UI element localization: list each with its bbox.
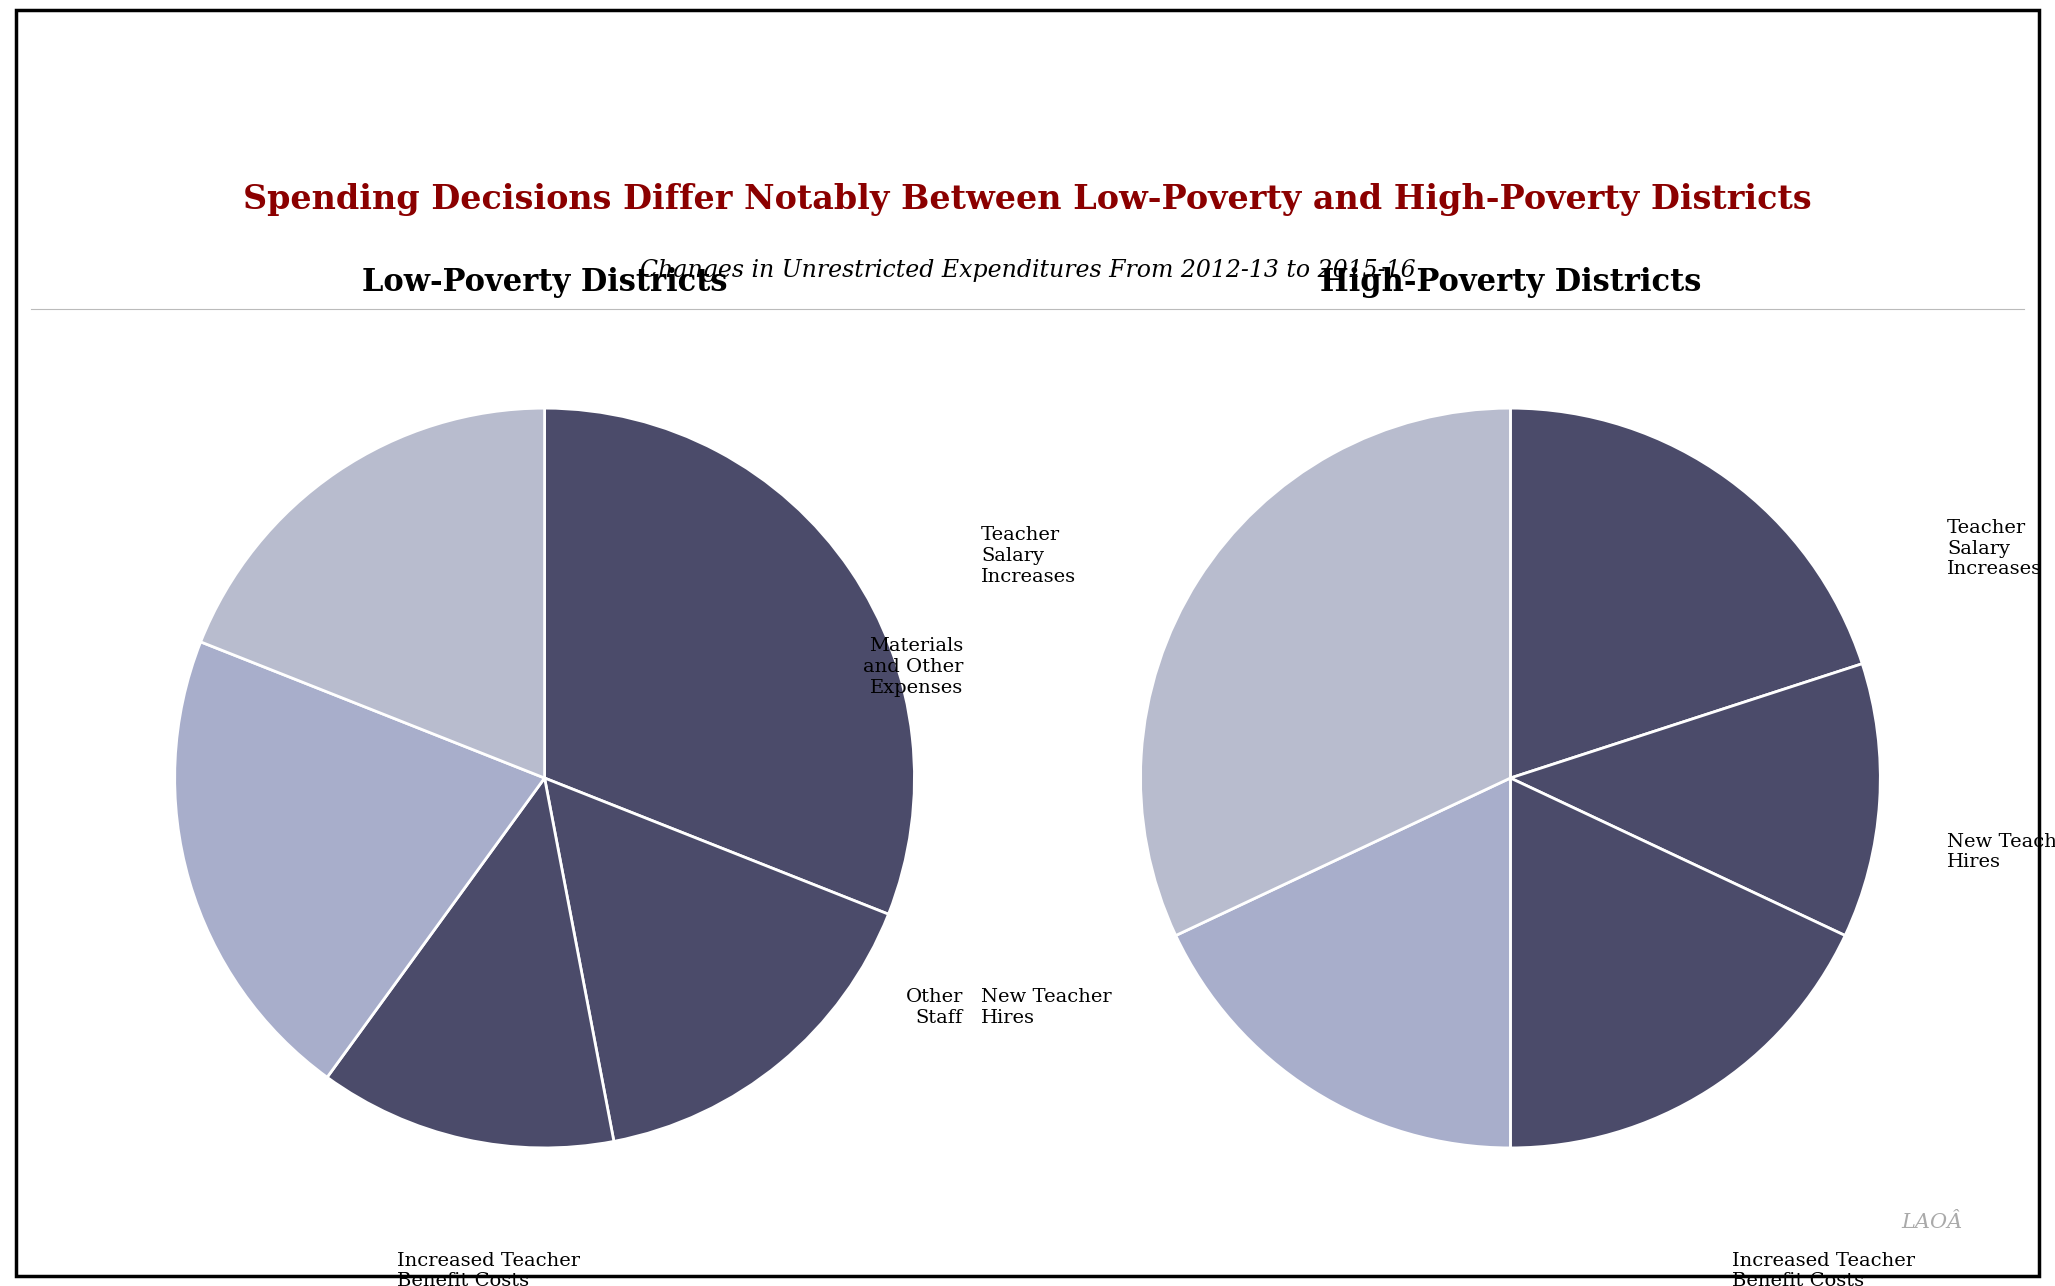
Text: Figure 16: Figure 16: [88, 60, 230, 87]
Wedge shape: [1510, 408, 1862, 778]
Wedge shape: [1510, 778, 1845, 1148]
Wedge shape: [1510, 664, 1880, 935]
Text: Changes in Unrestricted Expenditures From 2012-13 to 2015-16: Changes in Unrestricted Expenditures Fro…: [639, 258, 1416, 282]
Wedge shape: [1141, 408, 1510, 935]
Text: Spending Decisions Differ Notably Between Low-Poverty and High-Poverty Districts: Spending Decisions Differ Notably Betwee…: [242, 183, 1813, 216]
Text: New Teacher
Hires: New Teacher Hires: [1946, 832, 2055, 872]
Text: Increased Teacher
Benefit Costs: Increased Teacher Benefit Costs: [397, 1251, 580, 1286]
Text: Increased Teacher
Benefit Costs: Increased Teacher Benefit Costs: [1732, 1251, 1915, 1286]
Text: New Teacher
Hires: New Teacher Hires: [980, 988, 1112, 1026]
Text: Other
Staff: Other Staff: [906, 988, 964, 1026]
Text: Materials
and Other
Expenses: Materials and Other Expenses: [863, 638, 964, 697]
Text: LAOÂ: LAOÂ: [1901, 1213, 1963, 1232]
Wedge shape: [201, 408, 545, 778]
Title: High-Poverty Districts: High-Poverty Districts: [1319, 266, 1702, 297]
Wedge shape: [545, 778, 888, 1142]
Wedge shape: [545, 408, 914, 914]
Wedge shape: [1175, 778, 1510, 1148]
Text: Teacher
Salary
Increases: Teacher Salary Increases: [1946, 518, 2043, 579]
Wedge shape: [327, 778, 614, 1148]
Title: Low-Poverty Districts: Low-Poverty Districts: [362, 266, 727, 297]
Wedge shape: [175, 642, 545, 1078]
Text: Teacher
Salary
Increases: Teacher Salary Increases: [980, 526, 1077, 586]
